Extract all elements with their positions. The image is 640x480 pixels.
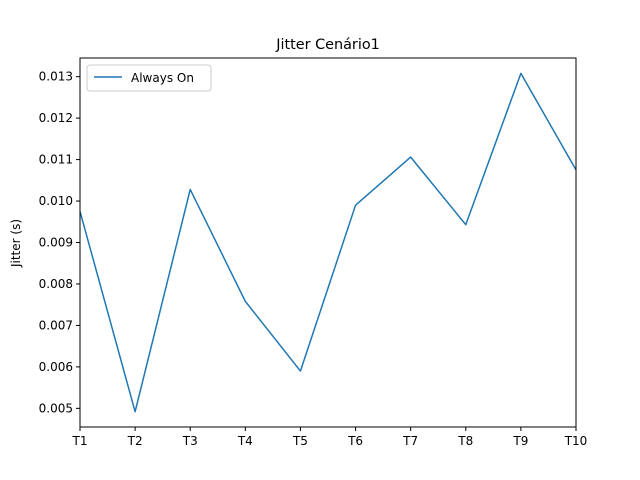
y-tick-label: 0.005 [39, 401, 73, 415]
x-tick-label: T10 [564, 434, 588, 448]
y-tick-label: 0.012 [39, 111, 73, 125]
plot-area-frame [79, 57, 577, 428]
y-axis-label: Jitter (s) [9, 219, 23, 268]
y-tick-label: 0.011 [39, 153, 73, 167]
x-tick-label: T2 [127, 434, 143, 448]
series-layer [80, 72, 576, 413]
y-tick-label: 0.008 [39, 277, 73, 291]
x-tick-label: T3 [182, 434, 198, 448]
legend: Always On [86, 64, 212, 92]
y-tick-label: 0.007 [39, 318, 73, 332]
y-tick-label: 0.009 [39, 236, 73, 250]
x-tick-label: T8 [457, 434, 473, 448]
x-tick-label: T5 [292, 434, 308, 448]
y-tick-label: 0.010 [39, 194, 73, 208]
legend-label-always-on: Always On [131, 71, 194, 85]
series-line-always-on [80, 72, 576, 413]
chart-title: Jitter Cenário1 [275, 37, 380, 53]
y-tick-label: 0.006 [39, 360, 73, 374]
x-tick-label: T7 [402, 434, 418, 448]
x-tick-label: T1 [72, 434, 88, 448]
x-tick-label: T9 [512, 434, 528, 448]
legend-box [86, 64, 212, 92]
axis-ticks: T1 T2 T3 T4 T5 T6 T7 T8 T9 T10 0.005 0.006 0.007 0.00… [39, 70, 588, 448]
x-tick-label: T6 [347, 434, 363, 448]
x-tick-label: T4 [237, 434, 253, 448]
y-tick-label: 0.013 [39, 70, 73, 84]
